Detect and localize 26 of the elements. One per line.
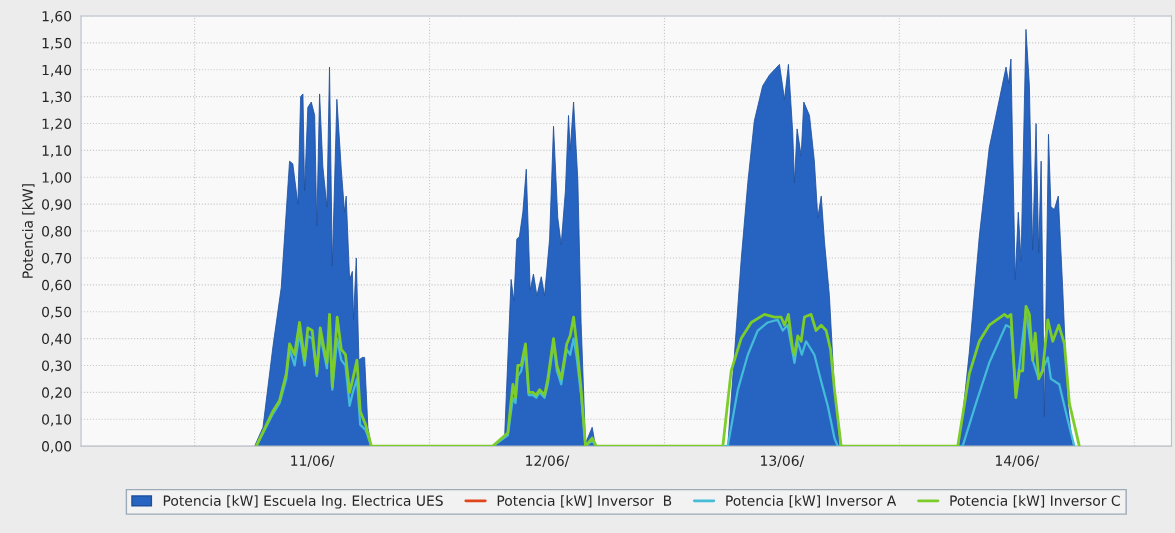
- legend-label: Potencia [kW] Escuela Ing. Electrica UES: [163, 495, 443, 509]
- y-tick-label: 1,50: [42, 37, 72, 50]
- y-tick-label: 0,30: [42, 360, 72, 373]
- x-tick-label: 13/06/: [761, 455, 805, 467]
- y-axis-title: Potencia [kW]: [22, 184, 35, 278]
- y-tick-label: 1,00: [42, 172, 72, 185]
- y-tick-label: 0,10: [42, 414, 72, 427]
- y-tick-label: 1,30: [42, 91, 72, 104]
- y-tick-label: 1,40: [42, 64, 72, 77]
- y-tick-label: 0,50: [42, 306, 72, 319]
- y-tick-label: 0,00: [42, 441, 72, 454]
- y-tick-label: 0,40: [42, 333, 72, 346]
- y-tick-label: 1,10: [42, 145, 72, 158]
- y-tick-label: 0,60: [42, 279, 72, 292]
- legend-label: Potencia [kW] Inversor B: [497, 495, 672, 508]
- x-tick-label: 14/06/: [996, 455, 1040, 467]
- y-tick-label: 0,20: [42, 387, 72, 400]
- y-tick-label: 0,90: [42, 199, 72, 212]
- legend-label: Potencia [kW] Inversor C: [950, 495, 1120, 508]
- y-tick-label: 0,70: [42, 252, 72, 265]
- y-tick-label: 0,80: [42, 226, 72, 238]
- x-tick-label: 12/06/: [526, 455, 570, 467]
- y-tick-label: 1,60: [42, 10, 72, 23]
- x-tick-label: 11/06/: [291, 455, 335, 467]
- y-tick-label: 1,20: [42, 118, 72, 131]
- legend-label: Potencia [kW] Inversor A: [726, 495, 897, 508]
